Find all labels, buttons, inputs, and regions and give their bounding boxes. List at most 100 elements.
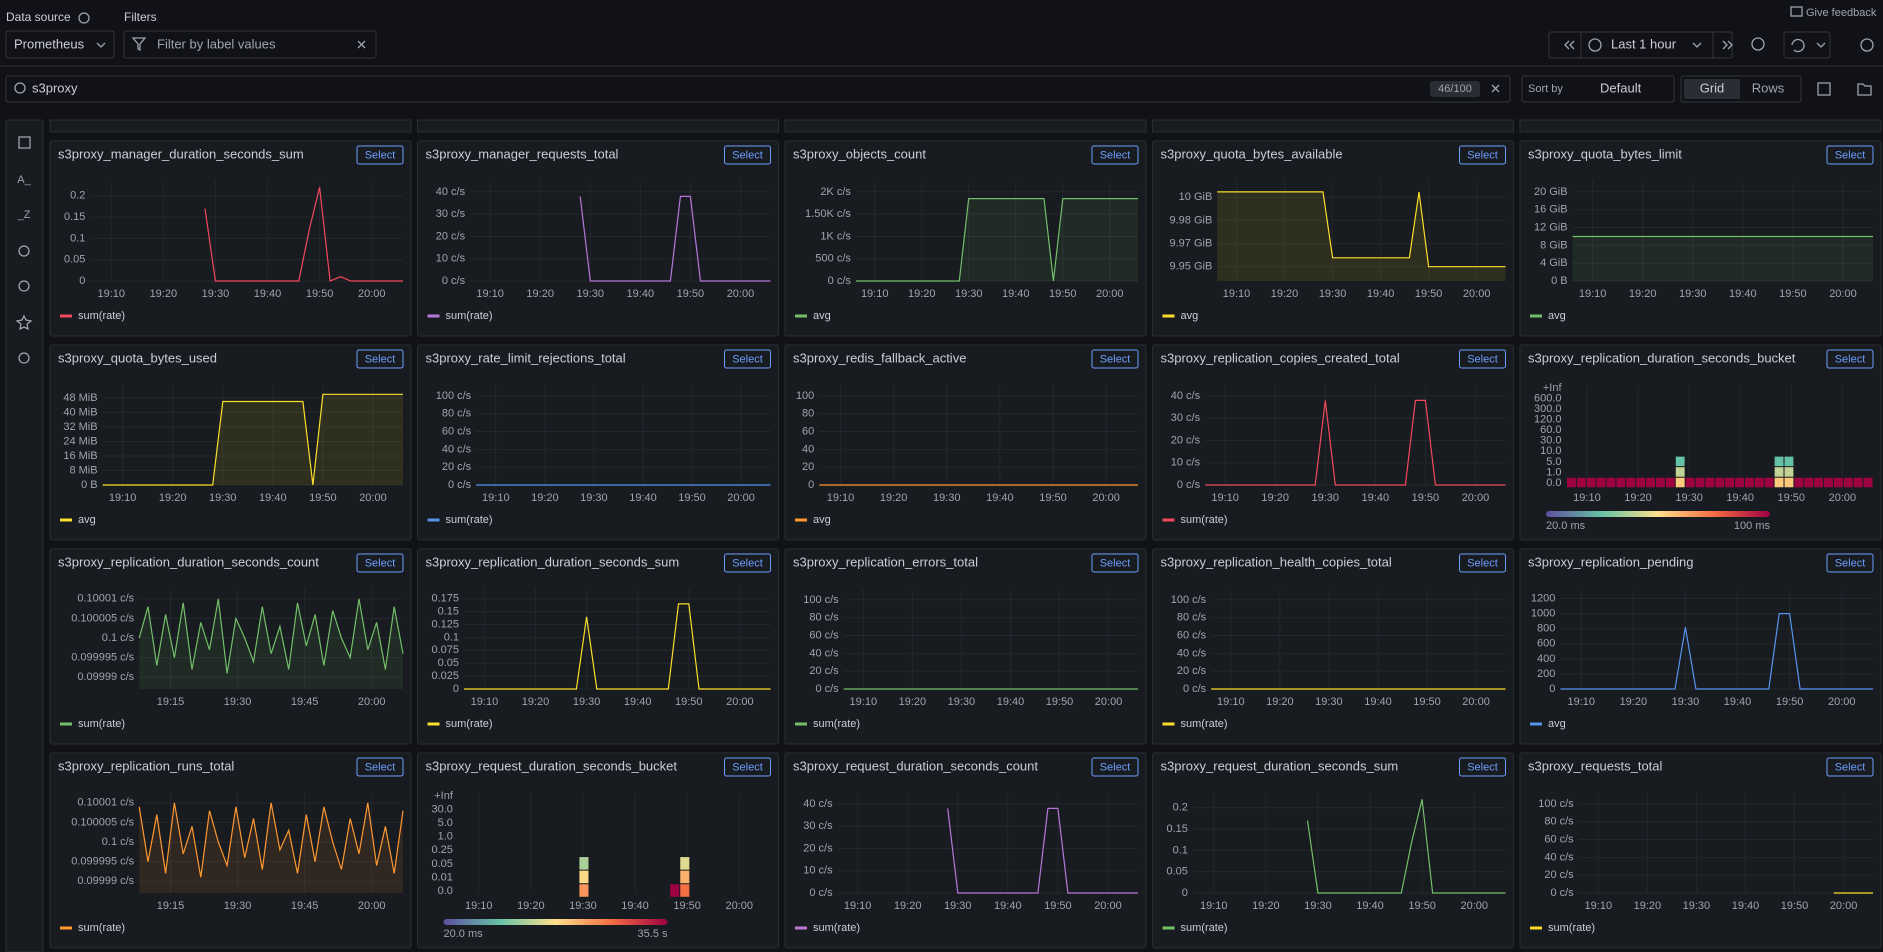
- x-tick-label: 19:30: [569, 900, 597, 912]
- select-button[interactable]: [356, 145, 404, 165]
- select-label[interactable]: Select: [1467, 761, 1498, 773]
- shift-forward[interactable]: [1722, 40, 1733, 50]
- select-button[interactable]: [1459, 553, 1506, 573]
- select-button[interactable]: [356, 349, 404, 369]
- panel-title: s3proxy_objects_count: [793, 146, 926, 161]
- select-label[interactable]: Select: [732, 149, 763, 161]
- heat-cell: [1774, 477, 1784, 488]
- heat-cell: [1616, 477, 1626, 488]
- sort-az[interactable]: A_: [17, 174, 31, 186]
- y-tick-label: 100: [796, 390, 814, 402]
- select-button[interactable]: [1826, 757, 1874, 777]
- panel-edge: [417, 119, 779, 133]
- select-button[interactable]: [1826, 349, 1874, 369]
- star-icon[interactable]: [15, 314, 33, 331]
- y-tick-label: 20 c/s: [809, 665, 839, 677]
- partial-row: [49, 119, 1882, 133]
- select-button[interactable]: [356, 553, 404, 573]
- select-button[interactable]: [1459, 757, 1506, 777]
- feedback-link[interactable]: Give feedback: [1806, 7, 1877, 19]
- time-range[interactable]: Last 1 hour: [1611, 36, 1677, 51]
- x-tick-label: 19:20: [894, 900, 922, 912]
- panel-title: s3proxy_rate_limit_rejections_total: [426, 350, 626, 365]
- clear-search[interactable]: [1491, 84, 1500, 93]
- panel: [417, 140, 779, 337]
- heat-cell: [1715, 477, 1725, 488]
- select-label[interactable]: Select: [1100, 557, 1131, 569]
- area: [1217, 191, 1506, 281]
- select-button[interactable]: [1459, 349, 1506, 369]
- heat-cell: [1754, 477, 1764, 488]
- search-input[interactable]: [5, 75, 1511, 103]
- view-option[interactable]: Grid: [1700, 80, 1725, 95]
- y-tick-label: 0 c/s: [442, 275, 466, 287]
- sort-za[interactable]: _Z: [17, 209, 31, 221]
- panel: [417, 344, 779, 541]
- y-tick-label: 4 GiB: [1540, 257, 1568, 269]
- data-source-picker[interactable]: [5, 30, 115, 59]
- select-button[interactable]: [1091, 349, 1139, 369]
- x-tick-label: 19:50: [1415, 288, 1443, 300]
- select-label[interactable]: Select: [365, 761, 396, 773]
- clock-icon: [1588, 38, 1602, 52]
- select-label[interactable]: Select: [1835, 557, 1866, 569]
- select-label[interactable]: Select: [1467, 353, 1498, 365]
- series-line: [579, 195, 771, 282]
- select-label[interactable]: Select: [1100, 761, 1131, 773]
- select-label[interactable]: Select: [365, 149, 396, 161]
- y-tick-label: 0.15: [64, 211, 85, 223]
- y-tick-label: 40 c/s: [442, 443, 472, 455]
- info-icon[interactable]: [1860, 38, 1874, 52]
- select-button[interactable]: [1091, 553, 1139, 573]
- select-button[interactable]: [724, 349, 771, 369]
- panel-title: s3proxy_requests_total: [1528, 758, 1663, 773]
- heat-cell: [1626, 477, 1636, 488]
- filter-input[interactable]: [123, 30, 377, 59]
- grid-icon[interactable]: [18, 136, 31, 149]
- y-tick-label: 0 c/s: [1550, 887, 1574, 899]
- select-button[interactable]: [1091, 145, 1139, 165]
- heat-cell: [1784, 456, 1794, 467]
- heat-cell: [1675, 477, 1685, 488]
- select-label[interactable]: Select: [732, 761, 763, 773]
- select-label[interactable]: Select: [1100, 353, 1131, 365]
- view-option[interactable]: Rows: [1752, 80, 1785, 95]
- y-tick-label: 10 c/s: [803, 865, 833, 877]
- group-icon[interactable]: [18, 280, 30, 292]
- select-label[interactable]: Select: [365, 557, 396, 569]
- settings-icon[interactable]: [18, 352, 30, 364]
- select-label[interactable]: Select: [1835, 353, 1866, 365]
- y-tick-label: 1.0: [1546, 466, 1561, 478]
- x-tick-label: 19:30: [1311, 492, 1339, 504]
- select-button[interactable]: [724, 553, 771, 573]
- panel-title: s3proxy_replication_duration_seconds_buc…: [1528, 350, 1796, 365]
- select-button[interactable]: [1091, 757, 1139, 777]
- x-tick-label: 19:20: [522, 696, 550, 708]
- select-button[interactable]: [1459, 145, 1506, 165]
- select-label[interactable]: Select: [1467, 149, 1498, 161]
- select-label[interactable]: Select: [1100, 149, 1131, 161]
- select-label[interactable]: Select: [1467, 557, 1498, 569]
- select-label[interactable]: Select: [1835, 761, 1866, 773]
- select-button[interactable]: [724, 145, 771, 165]
- select-label[interactable]: Select: [365, 353, 396, 365]
- sort-picker[interactable]: [1521, 75, 1675, 103]
- feedback-icon: [1790, 6, 1803, 17]
- open-icon[interactable]: [1857, 83, 1872, 96]
- recent-icon[interactable]: [18, 245, 30, 257]
- shift-back[interactable]: [1564, 40, 1575, 50]
- y-tick-label: 0.25: [431, 844, 452, 856]
- select-label[interactable]: Select: [732, 557, 763, 569]
- select-label[interactable]: Select: [1835, 149, 1866, 161]
- select-button[interactable]: [1826, 553, 1874, 573]
- select-label[interactable]: Select: [732, 353, 763, 365]
- heat-cell: [1675, 456, 1685, 467]
- x-tick-label: 19:10: [827, 492, 855, 504]
- save-icon[interactable]: [1817, 82, 1831, 96]
- info-icon[interactable]: [78, 12, 90, 24]
- clear-icon[interactable]: [357, 40, 366, 49]
- select-button[interactable]: [1826, 145, 1874, 165]
- select-button[interactable]: [356, 757, 404, 777]
- select-button[interactable]: [724, 757, 771, 777]
- zoom-out[interactable]: [1751, 37, 1765, 51]
